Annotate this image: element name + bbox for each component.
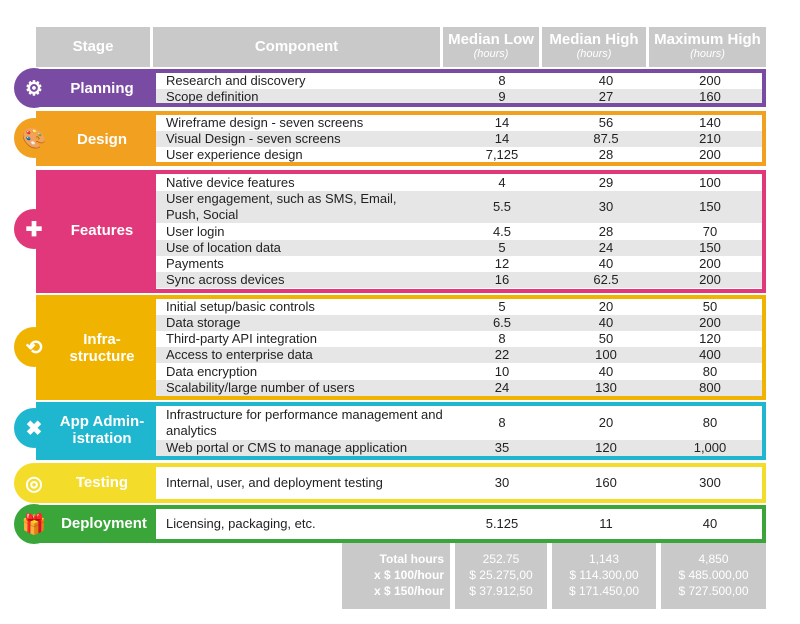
table-row: Data storage 6.5 40 200: [156, 315, 762, 331]
stage-infrastructure-label: Infra-structure: [52, 331, 152, 365]
table-row: User experience design 7,125 28 200: [166, 147, 721, 162]
table-row: Use of location data 5 24 150: [156, 240, 762, 256]
totals-max-150: $ 727.500,00: [678, 584, 749, 598]
totals-low-150: $ 37.912,50: [469, 584, 533, 598]
gift-icon: 🎁: [14, 504, 54, 544]
table-row: Scope definition 9 27 160: [156, 89, 762, 104]
header-maximum-high-label: Maximum High: [654, 31, 761, 48]
totals-label-100: x $ 100/hour: [373, 568, 444, 582]
totals-median-high: 1,143 $ 114.300,00 $ 171.450,00: [552, 543, 656, 609]
stage-features-label: Features: [70, 222, 134, 239]
totals-median-low: 252.75 $ 25.275,00 $ 37.912,50: [455, 543, 547, 609]
stage-deployment-label: Deployment: [61, 515, 147, 532]
totals-low-hours: 252.75: [482, 552, 520, 566]
table-row: Visual Design - seven screens 14 87.5 210: [156, 131, 762, 147]
table-row: Licensing, packaging, etc. 5.125 11 40: [166, 516, 718, 531]
totals-max-hours: 4,850: [698, 552, 729, 566]
stage-app-administration-label-line2: istration: [72, 430, 132, 447]
stage-testing-body: [156, 467, 762, 499]
totals-maximum-high: 4,850 $ 485.000,00 $ 727.500,00: [661, 543, 766, 609]
table-row: Web portal or CMS to manage application 3…: [156, 440, 762, 456]
header-stage-label: Stage: [72, 38, 114, 55]
table-row: Sync across devices 16 62.5 200: [156, 272, 762, 288]
header-maximum-high: Maximum High (hours): [649, 27, 766, 67]
totals-label-150: x $ 150/hour: [373, 584, 444, 598]
header-median-high-label: Median High: [549, 31, 639, 48]
brain-gears-icon: ⚙: [14, 68, 54, 108]
tools-icon: ✖: [14, 408, 54, 448]
table-row: Initial setup/basic controls 5 20 50: [166, 299, 718, 314]
totals-labels: Total hours x $ 100/hour x $ 150/hour: [342, 543, 450, 609]
table-row: Third-party API integration 8 50 120: [166, 331, 721, 346]
header-component: Component: [153, 27, 440, 67]
header-median-high: Median High (hours): [542, 27, 646, 67]
table-row: Infrastructure for performance managemen…: [166, 407, 718, 438]
stage-app-administration-label: App Admin-istration: [52, 413, 152, 447]
palette-icon: 🎨: [14, 118, 54, 158]
table-row: Native device features 4 29 100: [166, 175, 721, 190]
table-row: User engagement, such as SMS, Email, Pus…: [156, 191, 762, 223]
header-median-high-unit: (hours): [576, 48, 612, 60]
table-row: Access to enterprise data 22 100 400: [156, 347, 762, 363]
totals-max-100: $ 485.000,00: [678, 568, 749, 582]
network-icon: ⟲: [14, 327, 54, 367]
table-row: Data encryption 10 40 80: [166, 364, 718, 379]
table-row: Wireframe design - seven screens 14 56 140: [166, 115, 721, 130]
table-row: Research and discovery 8 40 200: [166, 73, 721, 88]
totals-low-100: $ 25.275,00: [469, 568, 533, 582]
target-icon: ◎: [14, 463, 54, 503]
header-median-low-label: Median Low: [448, 31, 534, 48]
puzzle-icon: ✚: [14, 209, 54, 249]
stage-infrastructure-label-line1: Infra-: [83, 331, 121, 348]
stage-planning-label: Planning: [70, 80, 134, 97]
table-row: Payments 12 40 200: [166, 256, 721, 271]
totals-high-150: $ 171.450,00: [568, 584, 640, 598]
header-median-low-unit: (hours): [473, 48, 509, 60]
stage-app-administration-label-line1: App Admin-: [59, 413, 145, 430]
table-row: User login 4.5 28 70: [166, 224, 718, 239]
header-maximum-high-unit: (hours): [690, 48, 725, 60]
header-median-low: Median Low (hours): [443, 27, 539, 67]
stage-testing-label: Testing: [75, 474, 129, 491]
totals-high-hours: 1,143: [588, 552, 620, 566]
header-stage: Stage: [36, 27, 150, 67]
header-component-label: Component: [254, 38, 339, 55]
stage-deployment-body: [156, 509, 762, 539]
table-row: Internal, user, and deployment testing 30…: [166, 475, 721, 490]
stage-design-label: Design: [76, 131, 127, 148]
totals-label-hours: Total hours: [379, 552, 444, 566]
table-row: Scalability/large number of users 24 130 80…: [156, 380, 762, 396]
stage-infrastructure-label-line2: structure: [69, 348, 135, 365]
totals-high-100: $ 114.300,00: [569, 568, 639, 582]
